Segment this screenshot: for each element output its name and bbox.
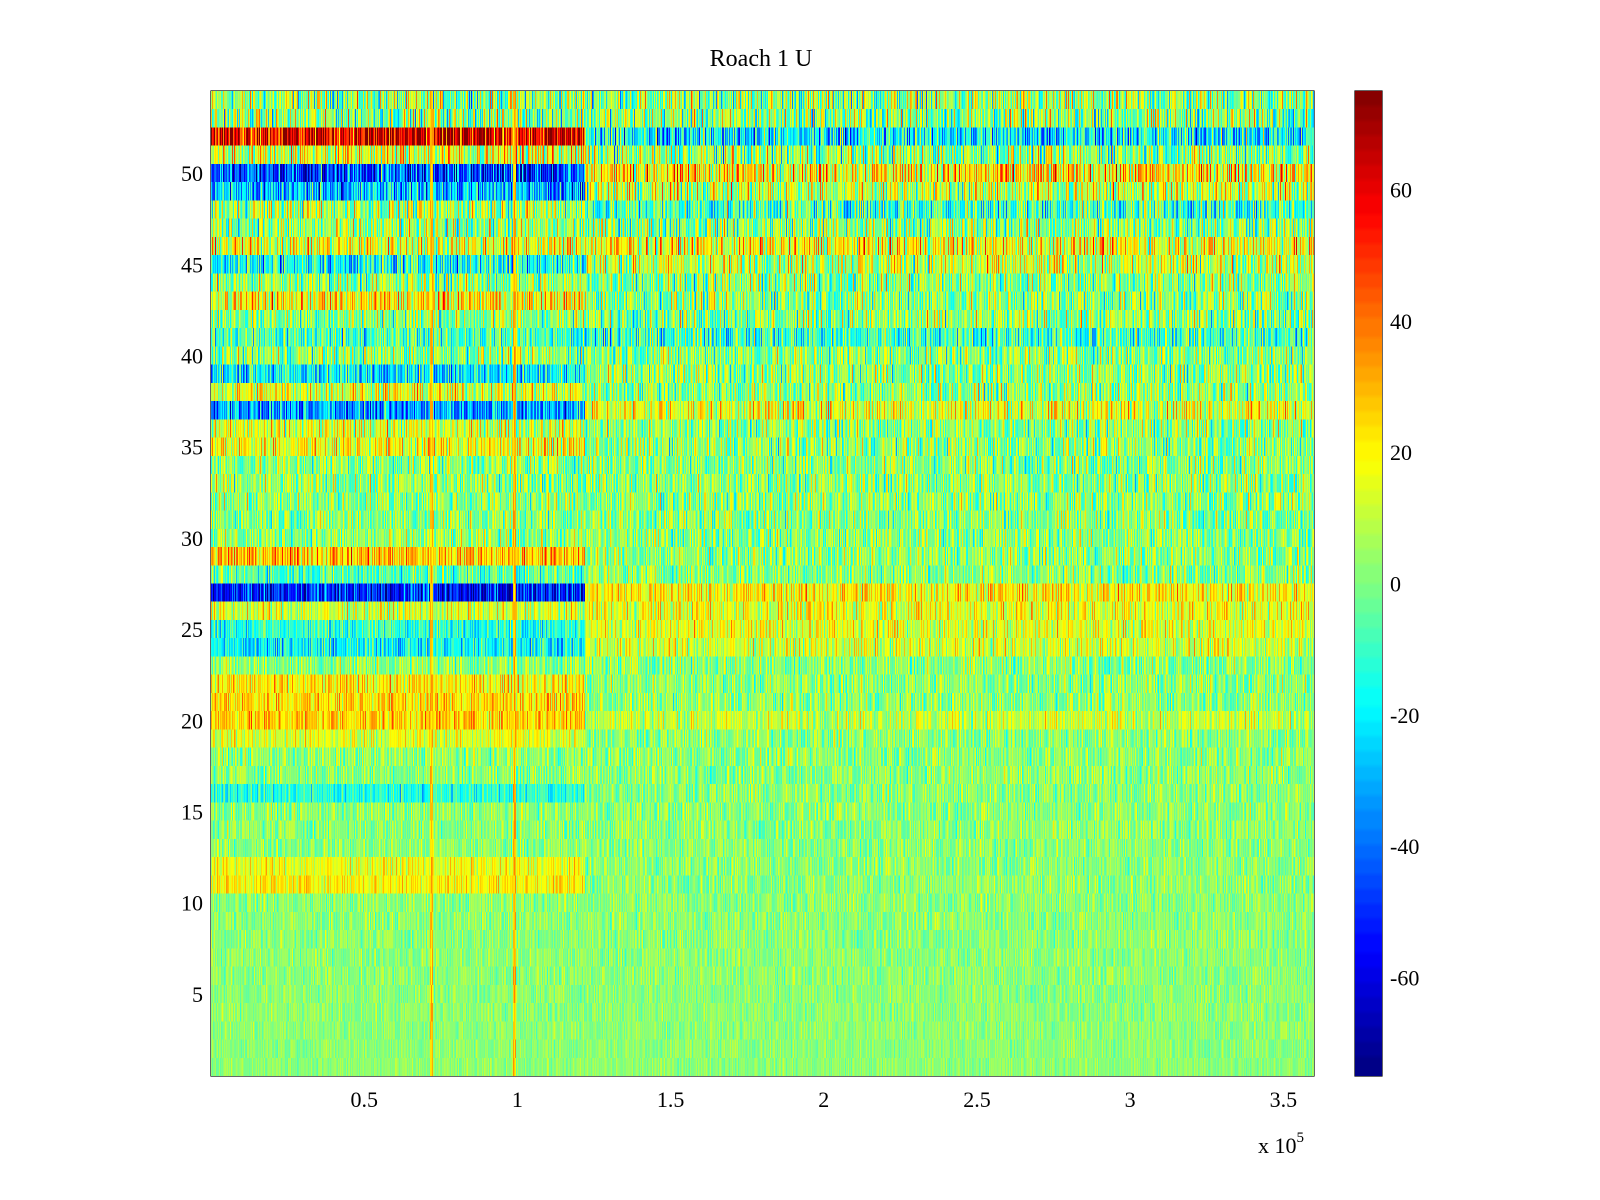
x-multiplier-base: x 10: [1258, 1133, 1297, 1158]
x-tick-label: 1.5: [657, 1087, 685, 1112]
colorbar-tick-label: 0: [1390, 572, 1401, 597]
x-tick-label: 2.5: [963, 1087, 991, 1112]
heatmap-image: [211, 91, 1314, 1076]
y-tick-label: 40: [181, 343, 203, 368]
x-tick-label: 3.5: [1270, 1087, 1298, 1112]
x-multiplier-exponent: 5: [1297, 1130, 1305, 1146]
colorbar-gradient: [1355, 91, 1382, 1076]
y-tick-label: 35: [181, 435, 203, 460]
y-tick-label: 10: [181, 891, 203, 916]
colorbar-ticks: -60 -40 -20 0 20 40 60: [1355, 178, 1419, 991]
y-tick-label: 30: [181, 526, 203, 551]
y-axis-ticks: 5 10 15 20 25 30 35 40 45 50: [181, 161, 1314, 1007]
colorbar-tick-label: 40: [1390, 309, 1412, 334]
y-tick-label: 5: [192, 982, 203, 1007]
colorbar-tick-label: -60: [1390, 966, 1419, 991]
y-tick-label: 20: [181, 708, 203, 733]
y-tick-label: 45: [181, 252, 203, 277]
x-tick-label: 3: [1125, 1087, 1136, 1112]
colorbar-tick-label: -20: [1390, 703, 1419, 728]
colorbar-tick-label: 60: [1390, 178, 1412, 203]
x-tick-label: 1: [512, 1087, 523, 1112]
x-multiplier-label: x 105: [1258, 1130, 1304, 1158]
colorbar-tick-label: -40: [1390, 834, 1419, 859]
colorbar-tick-label: 20: [1390, 440, 1412, 465]
y-tick-label: 25: [181, 617, 203, 642]
y-tick-label: 50: [181, 161, 203, 186]
y-tick-label: 15: [181, 800, 203, 825]
chart-title: Roach 1 U: [710, 46, 813, 72]
x-tick-label: 0.5: [350, 1087, 378, 1112]
x-tick-label: 2: [818, 1087, 829, 1112]
